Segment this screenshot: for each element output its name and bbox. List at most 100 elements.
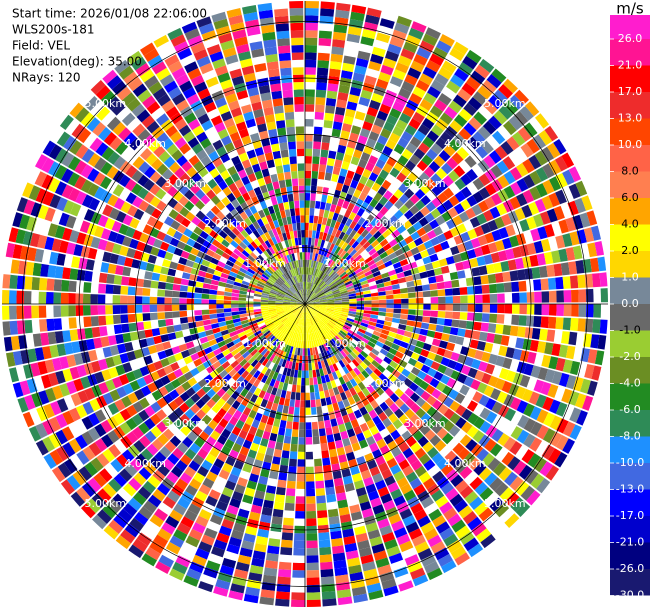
radar-cell (176, 155, 188, 167)
radar-cell (310, 245, 314, 253)
radar-cell (258, 521, 271, 531)
radar-cell (351, 240, 360, 249)
radar-cell (569, 275, 579, 289)
radar-cell (397, 137, 409, 149)
radar-cell (297, 347, 301, 356)
radar-cell (179, 472, 193, 484)
radar-cell (356, 306, 365, 310)
radar-cell (218, 356, 228, 365)
radar-cell (269, 378, 276, 387)
radar-cell (109, 207, 120, 220)
radar-cell (533, 316, 542, 328)
radar-cell (244, 328, 253, 335)
radar-cell (450, 546, 467, 560)
radar-cell (198, 541, 213, 553)
radar-cell (138, 200, 150, 212)
radar-cell (244, 373, 253, 382)
radar-cell (165, 541, 181, 555)
radar-cell (38, 305, 47, 318)
radar-cell (500, 260, 510, 272)
radar-cell (293, 316, 298, 324)
radar-cell (205, 453, 217, 465)
radar-cell (261, 292, 270, 297)
radar-cell (413, 130, 426, 142)
radar-cell (237, 477, 248, 487)
radar-cell (277, 127, 287, 136)
radar-cell (111, 220, 122, 233)
radar-cell (502, 156, 516, 170)
radar-cell (285, 119, 295, 128)
radar-cell (279, 288, 287, 293)
radar-cell (55, 148, 69, 164)
radar-cell (282, 89, 293, 98)
radar-cell (344, 280, 353, 286)
radar-cell (539, 461, 554, 477)
radar-cell (312, 268, 317, 276)
radar-cell (489, 283, 498, 294)
radar-cell (451, 319, 460, 328)
radar-cell (329, 320, 336, 326)
radar-cell (202, 319, 211, 326)
header-line: Start time: 2026/01/08 22:06:00 (12, 7, 207, 21)
radar-cell (295, 309, 301, 316)
radar-cell (171, 67, 186, 80)
radar-cell (314, 253, 319, 261)
radar-cell (109, 136, 123, 151)
radar-cell (308, 310, 312, 318)
radar-cell (300, 289, 303, 297)
radar-cell (253, 238, 262, 247)
radar-cell (287, 238, 293, 247)
radar-cell (247, 449, 257, 459)
radar-cell (392, 261, 402, 269)
radar-cell (285, 292, 293, 297)
radar-cell (245, 235, 254, 244)
radar-cell (35, 423, 48, 439)
header-line: WLS200s-181 (12, 23, 95, 37)
radar-cell (215, 234, 225, 244)
radar-cell (361, 319, 370, 325)
radar-cell (541, 291, 550, 303)
radar-cell (313, 377, 318, 385)
radar-cell (493, 462, 507, 477)
radar-cell (269, 325, 277, 332)
radar-cell (490, 388, 501, 401)
radar-cell (404, 235, 414, 245)
radar-cell (248, 572, 263, 582)
radar-cell (299, 304, 305, 310)
radar-cell (98, 382, 109, 395)
radar-cell (63, 200, 75, 214)
radar-cell (180, 425, 192, 436)
radar-cell (323, 209, 330, 219)
radar-cell (305, 377, 310, 386)
radar-cell (324, 290, 332, 295)
radar-cell (450, 474, 464, 488)
radar-cell (408, 298, 416, 304)
radar-cell (300, 400, 305, 408)
radar-cell (364, 300, 372, 304)
radar-cell (157, 312, 166, 320)
radar-cell (96, 453, 110, 467)
radar-cell (306, 311, 309, 319)
radar-cell (378, 152, 390, 163)
radar-cell (329, 283, 337, 289)
radar-cell (285, 281, 291, 288)
radar-cell (223, 264, 233, 271)
radar-cell (471, 522, 487, 537)
radar-cell (261, 310, 269, 314)
radar-cell (562, 359, 573, 374)
radar-cell (382, 344, 391, 352)
radar-cell (471, 330, 481, 340)
radar-cell (121, 323, 130, 333)
colorbar-unit: m/s (616, 0, 644, 18)
radar-cell (306, 326, 309, 334)
radar-cell (105, 305, 113, 315)
radar-cell (470, 237, 481, 249)
radar-cell (23, 291, 32, 304)
radar-cell (356, 235, 364, 244)
radar-cell (379, 238, 389, 247)
radar-cell (464, 356, 474, 367)
radar-cell (338, 331, 346, 339)
radar-cell (386, 423, 397, 434)
radar-cell (268, 304, 276, 306)
radar-cell (401, 304, 409, 309)
